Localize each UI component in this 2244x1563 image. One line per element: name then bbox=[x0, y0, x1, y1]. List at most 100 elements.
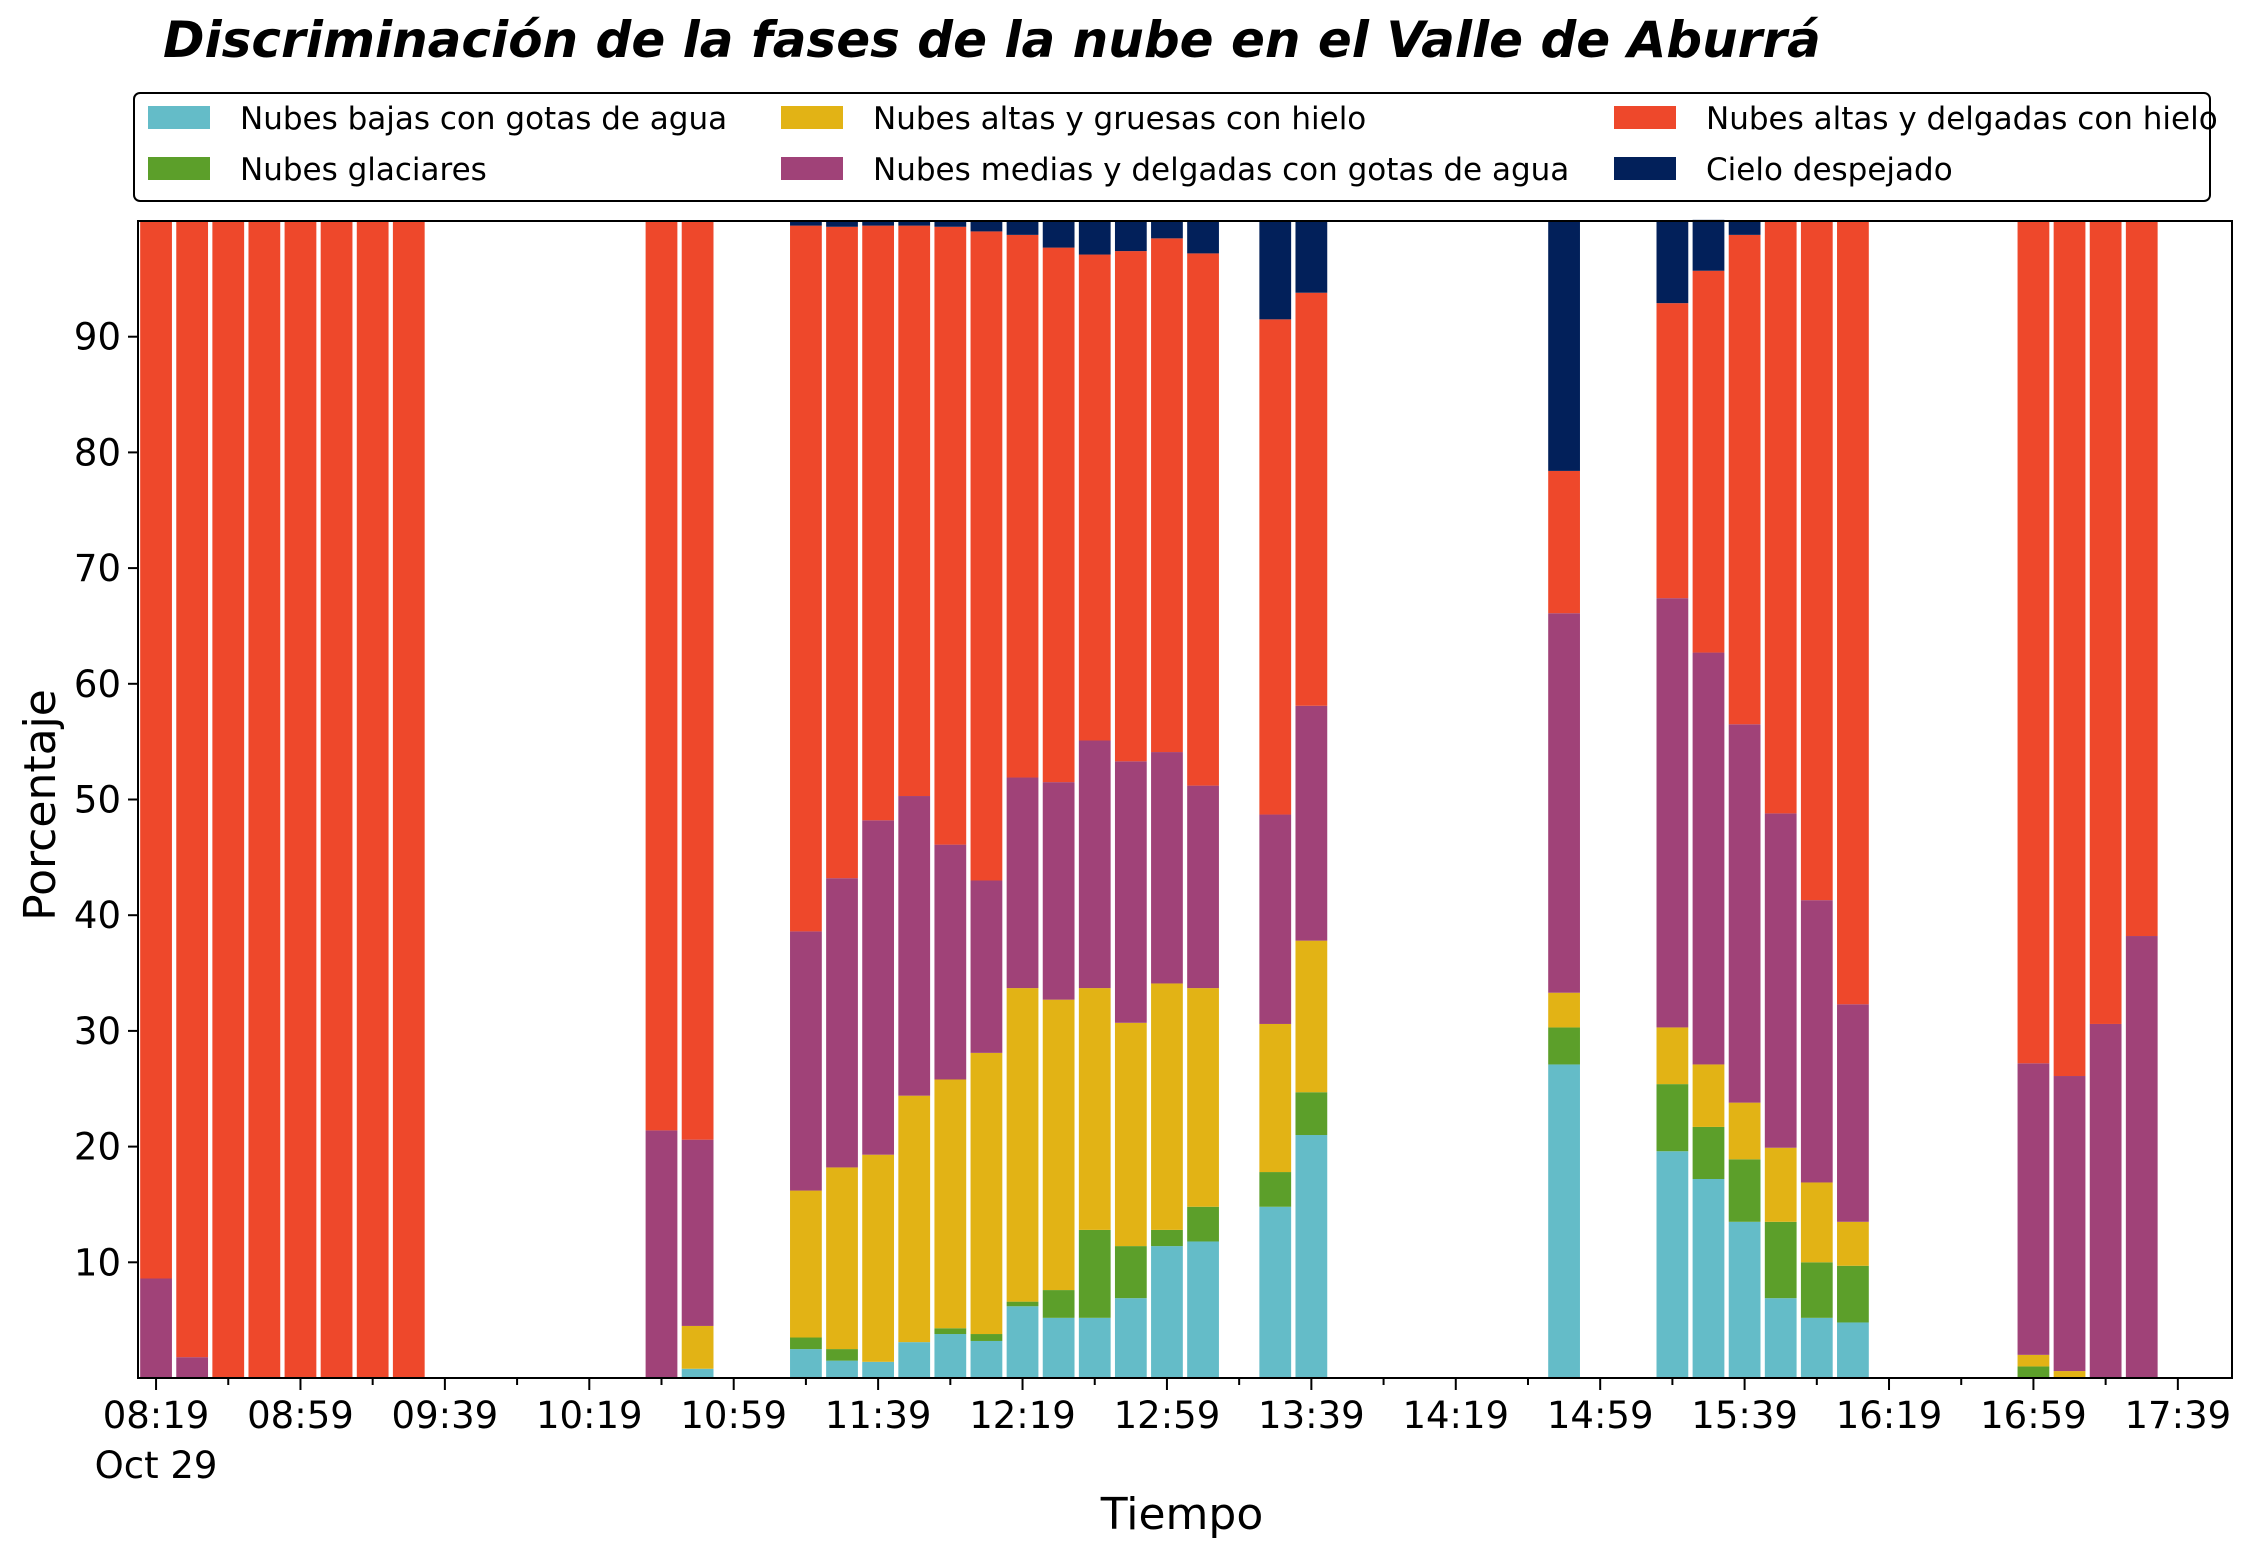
bar-segment-55-3 bbox=[2125, 936, 2158, 1378]
bar-segment-32-2 bbox=[1295, 940, 1328, 1093]
legend-swatch-0 bbox=[148, 106, 210, 129]
bar-segment-44-4 bbox=[1728, 234, 1761, 725]
bar-segment-21-5 bbox=[898, 221, 931, 226]
bar-segment-52-1 bbox=[2017, 1366, 2050, 1378]
bar-segment-20-0 bbox=[862, 1361, 895, 1378]
bars-layer bbox=[140, 219, 2158, 1378]
bar-segment-26-1 bbox=[1078, 1229, 1111, 1318]
bar-segment-32-5 bbox=[1295, 221, 1328, 293]
x-tick-label-4: 10:59 bbox=[680, 1394, 787, 1437]
x-tick-label-12: 16:19 bbox=[1836, 1394, 1943, 1437]
bar-segment-26-2 bbox=[1078, 988, 1111, 1230]
bar-segment-22-5 bbox=[934, 221, 967, 227]
bar-segment-0-3 bbox=[140, 1278, 172, 1378]
bar-segment-31-5 bbox=[1259, 221, 1292, 320]
bar-segment-21-2 bbox=[898, 1095, 931, 1343]
bar-segment-27-0 bbox=[1114, 1298, 1147, 1378]
bar-segment-31-2 bbox=[1259, 1023, 1292, 1173]
y-axis-label: Porcentaje bbox=[15, 689, 66, 921]
bar-segment-23-1 bbox=[970, 1334, 1003, 1341]
bar-segment-28-1 bbox=[1151, 1229, 1183, 1247]
x-axis: 08:19 08:59 09:39 10:19 10:59 11:39 12:19 12:59… bbox=[95, 1378, 2231, 1487]
bar-segment-46-1 bbox=[1800, 1262, 1833, 1318]
bar-segment-24-0 bbox=[1006, 1306, 1039, 1378]
x-tick-sublabel: Oct 29 bbox=[95, 1444, 218, 1487]
bar-segment-22-1 bbox=[934, 1328, 967, 1335]
bar-segment-20-2 bbox=[862, 1154, 895, 1362]
bar-segment-18-3 bbox=[790, 931, 822, 1191]
bar-segment-45-3 bbox=[1764, 813, 1797, 1148]
bar-segment-45-4 bbox=[1764, 221, 1797, 814]
bar-segment-23-3 bbox=[970, 880, 1003, 1053]
y-tick-label-60: 60 bbox=[74, 663, 121, 706]
bar-segment-23-5 bbox=[970, 221, 1003, 232]
bar-segment-18-2 bbox=[790, 1190, 822, 1338]
bar-segment-21-0 bbox=[898, 1342, 931, 1378]
bar-segment-19-2 bbox=[826, 1167, 858, 1350]
bar-segment-32-4 bbox=[1295, 292, 1328, 706]
legend-label-5: Cielo despejado bbox=[1706, 152, 1953, 188]
bar-segment-14-4 bbox=[645, 221, 678, 1131]
bar-segment-28-3 bbox=[1151, 752, 1183, 984]
bar-segment-22-3 bbox=[934, 844, 967, 1080]
bar-segment-19-0 bbox=[826, 1360, 858, 1378]
bar-segment-7-4 bbox=[392, 221, 425, 1378]
plot-frame bbox=[137, 220, 2233, 1379]
bar-segment-22-4 bbox=[934, 226, 967, 845]
bar-segment-27-2 bbox=[1114, 1022, 1147, 1247]
legend: Nubes bajas con gotas de agua Nubes glaci… bbox=[133, 92, 2218, 202]
bar-segment-32-0 bbox=[1295, 1135, 1328, 1378]
bar-segment-47-1 bbox=[1837, 1265, 1869, 1323]
bar-segment-43-2 bbox=[1692, 1064, 1725, 1127]
bar-segment-31-3 bbox=[1259, 814, 1292, 1024]
x-tick-label-5: 11:39 bbox=[825, 1394, 932, 1437]
bar-segment-25-1 bbox=[1042, 1290, 1075, 1318]
bar-segment-3-4 bbox=[248, 221, 281, 1378]
bar-segment-26-5 bbox=[1078, 221, 1111, 255]
bar-segment-42-1 bbox=[1656, 1084, 1689, 1152]
legend-label-1: Nubes glaciares bbox=[240, 152, 487, 188]
bar-segment-31-4 bbox=[1259, 319, 1292, 815]
bar-segment-26-4 bbox=[1078, 254, 1111, 741]
bar-segment-54-4 bbox=[2089, 221, 2122, 1024]
bar-segment-15-0 bbox=[681, 1368, 714, 1378]
bar-segment-24-4 bbox=[1006, 234, 1039, 778]
y-tick-label-20: 20 bbox=[74, 1126, 121, 1169]
bar-segment-23-4 bbox=[970, 231, 1003, 881]
bar-segment-28-5 bbox=[1151, 221, 1183, 239]
bar-segment-29-2 bbox=[1187, 988, 1219, 1207]
bar-segment-42-4 bbox=[1656, 303, 1689, 599]
bar-segment-39-1 bbox=[1548, 1027, 1580, 1065]
bar-segment-42-3 bbox=[1656, 598, 1689, 1028]
x-tick-label-3: 10:19 bbox=[536, 1394, 643, 1437]
bar-segment-47-3 bbox=[1837, 1004, 1869, 1222]
y-tick-label-70: 70 bbox=[74, 547, 121, 590]
bar-segment-23-0 bbox=[970, 1340, 1003, 1378]
bar-segment-24-1 bbox=[1006, 1301, 1039, 1307]
bar-segment-26-3 bbox=[1078, 740, 1111, 989]
bar-segment-55-4 bbox=[2125, 221, 2158, 937]
x-tick-label-9: 14:19 bbox=[1402, 1394, 1509, 1437]
bar-segment-5-4 bbox=[320, 221, 353, 1378]
bar-segment-14-3 bbox=[645, 1130, 678, 1378]
bar-segment-29-3 bbox=[1187, 785, 1219, 989]
x-tick-label-13: 16:59 bbox=[1980, 1394, 2087, 1437]
legend-swatch-5 bbox=[1614, 157, 1676, 180]
bar-segment-24-3 bbox=[1006, 777, 1039, 989]
y-tick-label-80: 80 bbox=[74, 431, 121, 474]
bar-segment-20-4 bbox=[862, 225, 895, 821]
bar-segment-39-2 bbox=[1548, 992, 1580, 1028]
bar-segment-0-4 bbox=[140, 221, 172, 1279]
bar-segment-44-5 bbox=[1728, 221, 1761, 235]
bar-segment-4-4 bbox=[284, 221, 317, 1378]
bar-segment-43-3 bbox=[1692, 652, 1725, 1065]
bar-segment-43-5 bbox=[1692, 219, 1725, 271]
legend-swatch-2 bbox=[781, 106, 843, 129]
x-tick-label-8: 13:39 bbox=[1258, 1394, 1365, 1437]
bar-segment-53-4 bbox=[2053, 221, 2086, 1077]
bar-segment-43-1 bbox=[1692, 1126, 1725, 1179]
bar-segment-45-1 bbox=[1764, 1221, 1797, 1299]
bar-segment-47-4 bbox=[1837, 221, 1869, 1005]
